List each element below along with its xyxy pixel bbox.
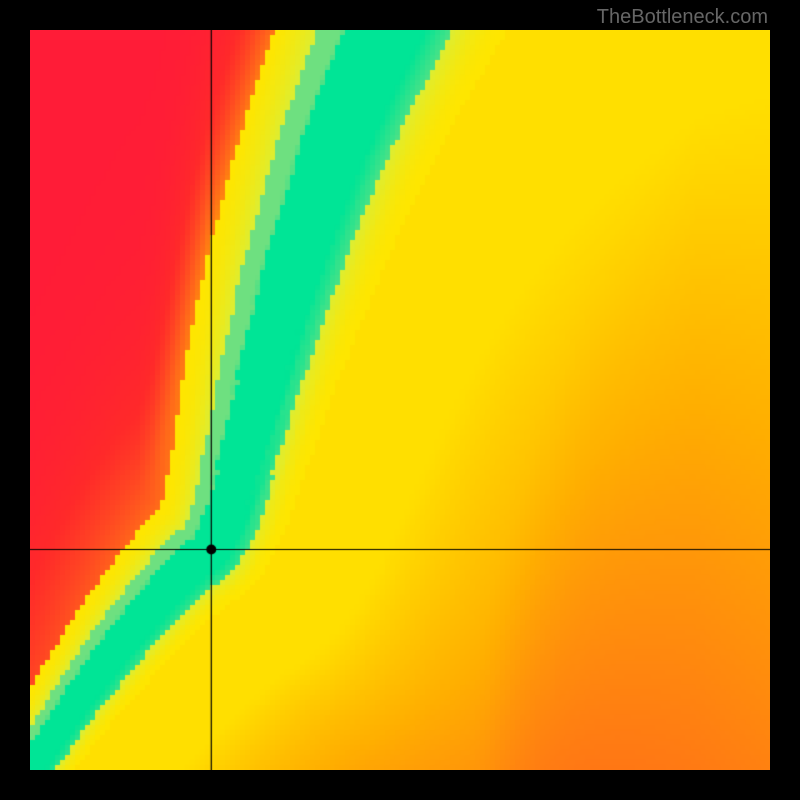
bottleneck-heatmap-chart bbox=[30, 30, 770, 770]
heatmap-canvas bbox=[30, 30, 770, 770]
watermark-text: TheBottleneck.com bbox=[597, 6, 768, 29]
